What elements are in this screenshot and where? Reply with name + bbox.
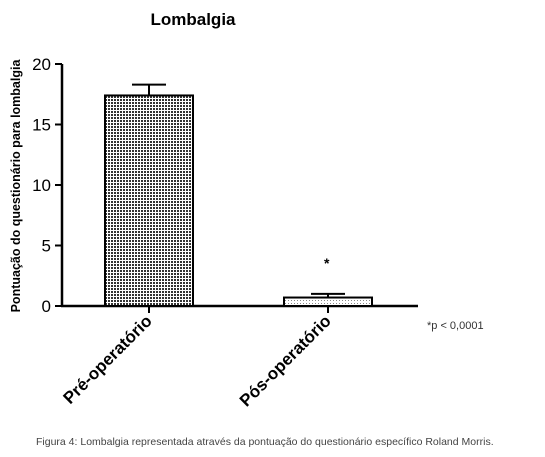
y-axis-label: Pontuação do questionário para lombalgia	[9, 59, 23, 313]
y-ticks: 0 5 10 15 20	[32, 55, 62, 316]
y-tick-label: 0	[42, 297, 51, 316]
figure-caption: Figura 4: Lombalgia representada através…	[36, 436, 494, 448]
significance-marker: *	[324, 255, 330, 271]
x-tick-label: Pós-operatório	[236, 311, 335, 410]
significance-annotation: *p < 0,0001	[427, 320, 484, 332]
bars: *	[104, 83, 373, 307]
bar	[104, 94, 194, 307]
bar	[283, 296, 373, 307]
x-tick-label: Pré-operatório	[60, 311, 156, 407]
y-tick-label: 15	[32, 116, 51, 135]
y-tick-label: 20	[32, 55, 51, 74]
y-tick-label: 5	[42, 237, 51, 256]
y-tick-label: 10	[32, 176, 51, 195]
x-ticks: Pré-operatório Pós-operatório	[60, 306, 335, 410]
chart-title: Lombalgia	[150, 10, 236, 29]
